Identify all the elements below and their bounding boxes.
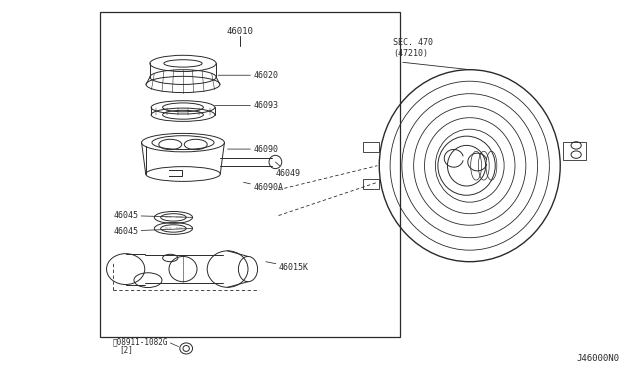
Text: 46015K: 46015K [266, 262, 308, 272]
Text: 46045: 46045 [113, 227, 193, 235]
Text: 46093: 46093 [215, 101, 278, 110]
Bar [363, 179, 379, 189]
Text: 46045: 46045 [113, 211, 193, 220]
Text: ⓝ08911-1082G: ⓝ08911-1082G [113, 338, 168, 347]
Bar [363, 142, 379, 152]
Text: SEC. 470
(47210): SEC. 470 (47210) [394, 38, 433, 58]
Text: 46090: 46090 [228, 145, 278, 154]
Text: 46090A: 46090A [244, 182, 283, 192]
Bar [563, 142, 586, 160]
Text: 46049: 46049 [275, 162, 300, 177]
Text: 46010: 46010 [227, 28, 254, 36]
Text: [2]: [2] [119, 345, 133, 354]
Text: J46000N0: J46000N0 [577, 354, 620, 363]
Text: 46020: 46020 [218, 71, 278, 80]
Bar [100, 13, 399, 337]
